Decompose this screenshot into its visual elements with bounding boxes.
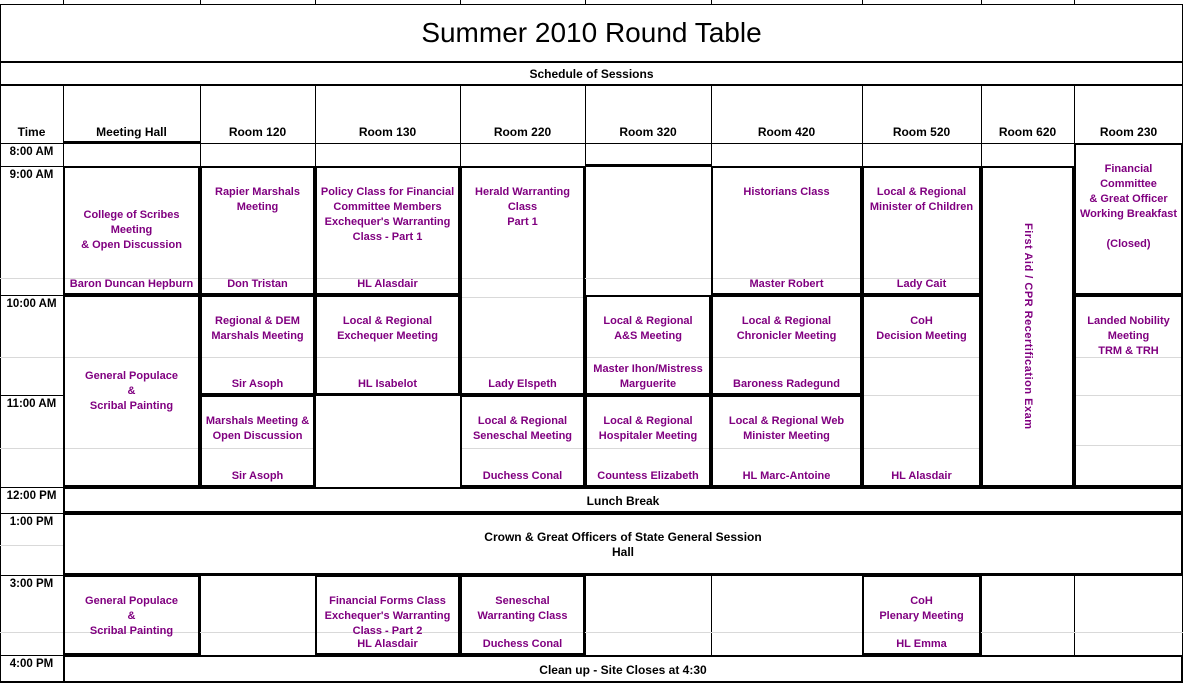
- banner-label: Lunch Break: [586, 493, 660, 508]
- session-title: CoH Plenary Meeting: [879, 595, 964, 622]
- session-first-aid-cpr-exam: First Aid / CPR Recertification Exam: [981, 166, 1074, 487]
- time-label: 11:00 AM: [6, 398, 57, 410]
- column-header-3: Room 130: [358, 125, 417, 139]
- session-title: Regional & DEM Marshals Meeting: [211, 315, 304, 342]
- banner-lunch-break: Lunch Break: [63, 487, 1183, 513]
- session-title: Historians Class: [743, 186, 830, 198]
- session-presenter: Baroness Radegund: [733, 378, 840, 390]
- session-seneschal-warranting-class: Seneschal Warranting Class Duchess Conal: [460, 575, 585, 655]
- session-coh-plenary-meeting: CoH Plenary Meeting HL Emma: [862, 575, 981, 655]
- session-general-populace-pm: General Populace & Scribal Painting: [63, 575, 200, 655]
- column-header-1: Meeting Hall: [96, 125, 167, 139]
- session-presenter: HL Isabelot: [357, 378, 418, 390]
- column-header-6: Room 420: [757, 125, 816, 139]
- session-presenter: Duchess Conal: [482, 638, 563, 650]
- column-header-8: Room 620: [998, 125, 1057, 139]
- session-title: College of Scribes Meeting & Open Discus…: [81, 209, 182, 251]
- session-title: General Populace & Scribal Painting: [85, 595, 178, 637]
- time-label: 1:00 PM: [9, 516, 54, 528]
- banner-crown-general-session: Crown & Great Officers of State General …: [63, 513, 1183, 575]
- time-label: 10:00 AM: [6, 298, 57, 310]
- session-presenter: Lady Elspeth: [488, 378, 557, 390]
- session-chronicler-meeting: Local & Regional Chronicler Meeting Baro…: [711, 295, 862, 395]
- session-title: Rapier Marshals Meeting: [215, 186, 300, 213]
- session-title: Seneschal Warranting Class: [477, 595, 568, 622]
- session-as-meeting: Local & Regional A&S Meeting Master Ihon…: [585, 295, 711, 395]
- session-policy-class-financial: Policy Class for Financial Committee Mem…: [315, 166, 460, 295]
- session-historians-class: Historians Class Master Robert: [711, 166, 862, 295]
- session-title: Financial Committee & Great Officer Work…: [1080, 163, 1177, 250]
- session-presenter: Lady Cait: [896, 278, 947, 290]
- session-marshals-open-discussion: Marshals Meeting & Open Discussion Sir A…: [200, 395, 315, 487]
- session-presenter: Duchess Conal: [482, 470, 563, 482]
- time-label: 12:00 PM: [6, 490, 57, 502]
- time-label: 3:00 PM: [9, 578, 54, 590]
- session-presenter: HL Alasdair: [357, 638, 418, 650]
- session-hospitaler-meeting: Local & Regional Hospitaler Meeting Coun…: [585, 395, 711, 487]
- session-presenter: HL Emma: [896, 638, 947, 650]
- session-rapier-marshals-meeting: Rapier Marshals Meeting Don Tristan: [200, 166, 315, 295]
- session-presenter: Sir Asoph: [231, 470, 284, 482]
- session-title: Local & Regional Minister of Children: [869, 186, 974, 213]
- session-financial-forms-class: Financial Forms Class Exchequer's Warran…: [315, 575, 460, 655]
- column-header-7: Room 520: [892, 125, 951, 139]
- session-title: Local & Regional A&S Meeting: [603, 315, 693, 342]
- session-college-of-scribes: College of Scribes Meeting & Open Discus…: [63, 166, 200, 295]
- session-title-vertical: First Aid / CPR Recertification Exam: [1022, 223, 1034, 430]
- session-presenter: Baron Duncan Hepburn: [69, 278, 194, 290]
- session-minister-of-children: Local & Regional Minister of Children La…: [862, 166, 981, 295]
- column-header-9: Room 230: [1099, 125, 1158, 139]
- session-title: Local & Regional Exchequer Meeting: [337, 315, 438, 342]
- session-coh-decision-meeting: CoH Decision Meeting HL Alasdair: [862, 295, 981, 487]
- column-header-4: Room 220: [493, 125, 552, 139]
- session-title: Herald Warranting Class Part 1: [475, 186, 570, 228]
- session-seneschal-meeting: Local & Regional Seneschal Meeting Duche…: [460, 395, 585, 487]
- session-title: CoH Decision Meeting: [876, 315, 967, 342]
- session-title: Local & Regional Seneschal Meeting: [472, 415, 573, 442]
- session-presenter: HL Alasdair: [891, 470, 952, 482]
- session-landed-nobility-meeting: Landed Nobility Meeting TRM & TRH: [1074, 295, 1183, 487]
- banner-label: Crown & Great Officers of State General …: [484, 530, 762, 559]
- session-regional-dem-marshals: Regional & DEM Marshals Meeting Sir Asop…: [200, 295, 315, 395]
- session-presenter: Master Robert: [749, 278, 824, 290]
- session-title: Local & Regional Web Minister Meeting: [728, 415, 845, 442]
- banner-clean-up: Clean up - Site Closes at 4:30: [63, 655, 1183, 683]
- session-presenter: HL Marc-Antoine: [742, 470, 831, 482]
- session-presenter: Countess Elizabeth: [597, 470, 699, 482]
- session-presenter: Don Tristan: [227, 278, 288, 290]
- session-presenter: Sir Asoph: [231, 378, 284, 390]
- session-general-populace-am: General Populace & Scribal Painting: [63, 295, 200, 487]
- session-presenter: Master Ihon/Mistress Marguerite: [593, 363, 703, 390]
- time-label: 8:00 AM: [9, 146, 54, 158]
- column-header-2: Room 120: [228, 125, 287, 139]
- column-header-time: Time: [17, 125, 46, 139]
- session-presenter: HL Alasdair: [357, 278, 418, 290]
- session-exchequer-meeting: Local & Regional Exchequer Meeting HL Is…: [315, 295, 460, 395]
- page-title: Summer 2010 Round Table: [0, 4, 1183, 62]
- session-title: Local & Regional Hospitaler Meeting: [598, 415, 698, 442]
- session-title: Local & Regional Chronicler Meeting: [736, 315, 837, 342]
- session-title: Marshals Meeting & Open Discussion: [205, 415, 310, 442]
- page-subtitle: Schedule of Sessions: [0, 62, 1183, 85]
- time-label: 9:00 AM: [9, 169, 54, 181]
- banner-label: Clean up - Site Closes at 4:30: [539, 662, 707, 677]
- column-header-5: Room 320: [619, 125, 677, 139]
- session-herald-warranting-class: Herald Warranting Class Part 1 Lady Elsp…: [460, 166, 585, 395]
- session-title: Financial Forms Class Exchequer's Warran…: [324, 595, 451, 637]
- session-title: General Populace & Scribal Painting: [85, 369, 178, 412]
- time-label: 4:00 PM: [9, 658, 54, 670]
- session-financial-committee-breakfast: Financial Committee & Great Officer Work…: [1074, 143, 1183, 295]
- session-web-minister-meeting: Local & Regional Web Minister Meeting HL…: [711, 395, 862, 487]
- session-title: Policy Class for Financial Committee Mem…: [320, 186, 455, 243]
- session-title: Landed Nobility Meeting TRM & TRH: [1087, 315, 1170, 357]
